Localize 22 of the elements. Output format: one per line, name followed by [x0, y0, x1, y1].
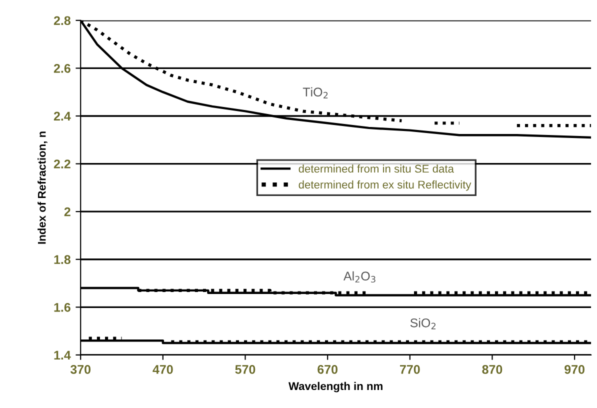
x-tick-label: 970: [564, 365, 584, 374]
y-tick-label: 2.6: [54, 64, 70, 73]
y-tick-label: 1.8: [54, 255, 70, 264]
y-axis-title: Index of Refraction, n: [38, 132, 48, 244]
x-tick-label: 470: [152, 365, 173, 374]
x-tick-label: 670: [318, 365, 338, 374]
legend-label: determined from ex situ Reflectivity: [298, 180, 472, 191]
y-tick-label: 2: [64, 207, 70, 216]
y-tick-label: 2.8: [54, 16, 70, 26]
y-tick-label: 2.4: [54, 112, 71, 121]
annotation: TiO$_{2}$: [302, 87, 328, 98]
y-tick-label: 2.2: [54, 160, 70, 168]
annotation: Al$_{2}$O$_{3}$: [343, 271, 376, 283]
x-axis-title: Wavelength in nm: [288, 382, 382, 392]
x-tick-label: 370: [70, 365, 91, 374]
annotation: SiO$_{2}$: [410, 318, 436, 330]
x-tick-label: 570: [235, 365, 256, 374]
y-tick-label: 1.6: [54, 302, 70, 312]
x-tick-label: 770: [400, 365, 420, 374]
x-tick-label: 870: [482, 365, 502, 374]
y-tick-label: 1.4: [54, 350, 71, 360]
legend-label: determined from in situ SE data: [298, 164, 454, 173]
